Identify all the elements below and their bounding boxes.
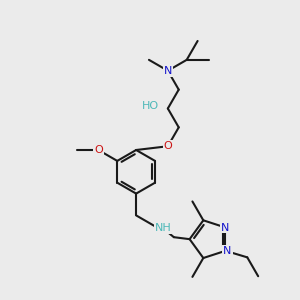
Text: N: N — [164, 66, 172, 76]
Text: O: O — [164, 141, 172, 151]
Text: O: O — [94, 145, 103, 155]
Text: N: N — [221, 223, 230, 232]
Text: HO: HO — [141, 100, 159, 110]
Text: N: N — [223, 246, 232, 256]
Text: NH: NH — [155, 223, 172, 233]
